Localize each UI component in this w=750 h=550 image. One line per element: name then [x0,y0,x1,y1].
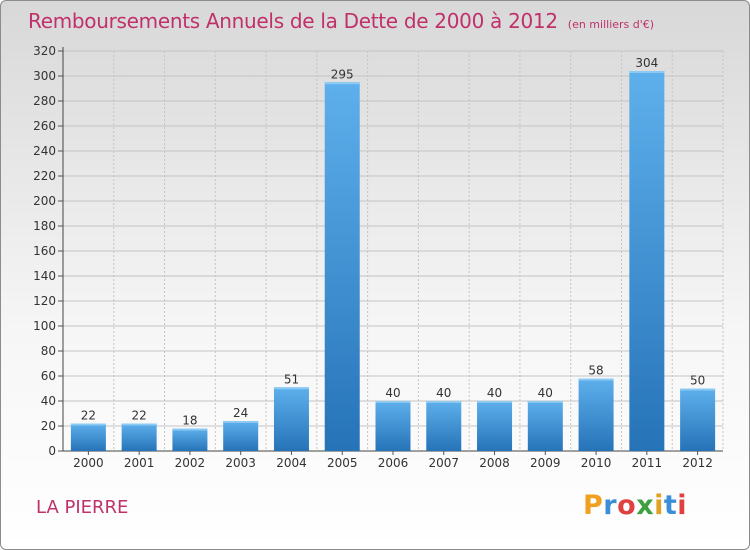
bar [578,378,614,451]
y-tick-label: 300 [33,69,56,83]
y-tick-label: 40 [41,394,56,408]
bar-value-label: 40 [538,386,553,400]
logo-letter: o [617,490,637,521]
bar-value-label: 304 [635,56,658,70]
bar-value-label: 50 [690,374,705,388]
bar-value-label: 40 [436,386,451,400]
bar-highlight [172,428,208,431]
y-tick-label: 200 [33,194,56,208]
x-tick-label: 2009 [530,456,561,470]
y-tick-label: 160 [33,244,56,258]
bar-highlight [578,378,614,381]
bar-highlight [70,423,106,426]
bar-highlight [324,82,360,85]
bar [121,423,157,451]
bar-value-label: 40 [385,386,400,400]
bar [527,401,563,451]
x-tick-label: 2002 [175,456,206,470]
bar [426,401,462,451]
bar [680,388,716,451]
bar [477,401,513,451]
bar-highlight [629,71,665,73]
y-tick-label: 220 [33,169,56,183]
bar-value-label: 295 [331,67,354,81]
proxiti-logo[interactable]: Proxiti [583,490,687,521]
bar [172,428,208,451]
logo-letter: r [603,490,618,521]
x-tick-label: 2006 [378,456,409,470]
bar-value-label: 22 [81,409,96,423]
y-tick-label: 140 [33,269,56,283]
chart-title-unit: (en milliers d'€) [567,18,655,31]
y-tick-label: 280 [33,94,56,108]
bar [375,401,411,451]
x-tick-label: 2012 [682,456,713,470]
y-tick-label: 120 [33,294,56,308]
y-tick-label: 180 [33,219,56,233]
bar-highlight [680,388,716,391]
logo-letter: x [636,490,655,521]
bar-highlight [527,401,563,403]
y-tick-label: 240 [33,144,56,158]
bar [629,71,665,451]
logo-letter: i [677,490,688,521]
bar-highlight [426,401,462,403]
x-tick-label: 2003 [225,456,256,470]
x-tick-label: 2007 [428,456,459,470]
x-tick-label: 2011 [632,456,663,470]
y-tick-label: 80 [41,344,56,358]
y-tick-label: 60 [41,369,56,383]
bar [70,423,106,451]
x-tick-label: 2001 [124,456,155,470]
bar-highlight [375,401,411,403]
labels: 22 2000 22 2001 18 2002 24 2003 51 2004 295 2005 40 2… [73,56,713,470]
y-tick-label: 260 [33,119,56,133]
bar [324,82,360,451]
x-tick-label: 2004 [276,456,307,470]
y-tick-label: 320 [33,44,56,58]
bar-value-label: 58 [588,364,603,378]
bar [273,387,309,451]
bar-highlight [121,423,157,426]
logo-letter: i [654,490,664,521]
bar-value-label: 24 [233,406,248,420]
bar [223,421,259,451]
bar-highlight [223,421,259,423]
bar-value-label: 18 [182,414,197,428]
y-tick-label: 100 [33,319,56,333]
axes: 0 20 40 60 80 100 120 140 160 180 200 220 240 260 280 3… [33,44,723,458]
chart-title-main: Remboursements Annuels de la Dette de 20… [28,9,558,33]
y-tick-label: 0 [48,444,56,458]
x-tick-label: 2005 [327,456,358,470]
bar-highlight [477,401,513,403]
bar-highlight [273,387,309,390]
bars [70,71,716,451]
y-tick-label: 20 [41,419,56,433]
x-tick-label: 2010 [581,456,612,470]
x-tick-label: 2008 [479,456,510,470]
commune-name: LA PIERRE [36,497,129,518]
bar-value-label: 22 [132,409,147,423]
x-tick-label: 2000 [73,456,104,470]
bar-value-label: 40 [487,386,502,400]
logo-letter: P [583,490,604,521]
logo-letter: t [663,490,678,521]
chart-title: Remboursements Annuels de la Dette de 20… [28,9,654,33]
bar-value-label: 51 [284,372,299,386]
